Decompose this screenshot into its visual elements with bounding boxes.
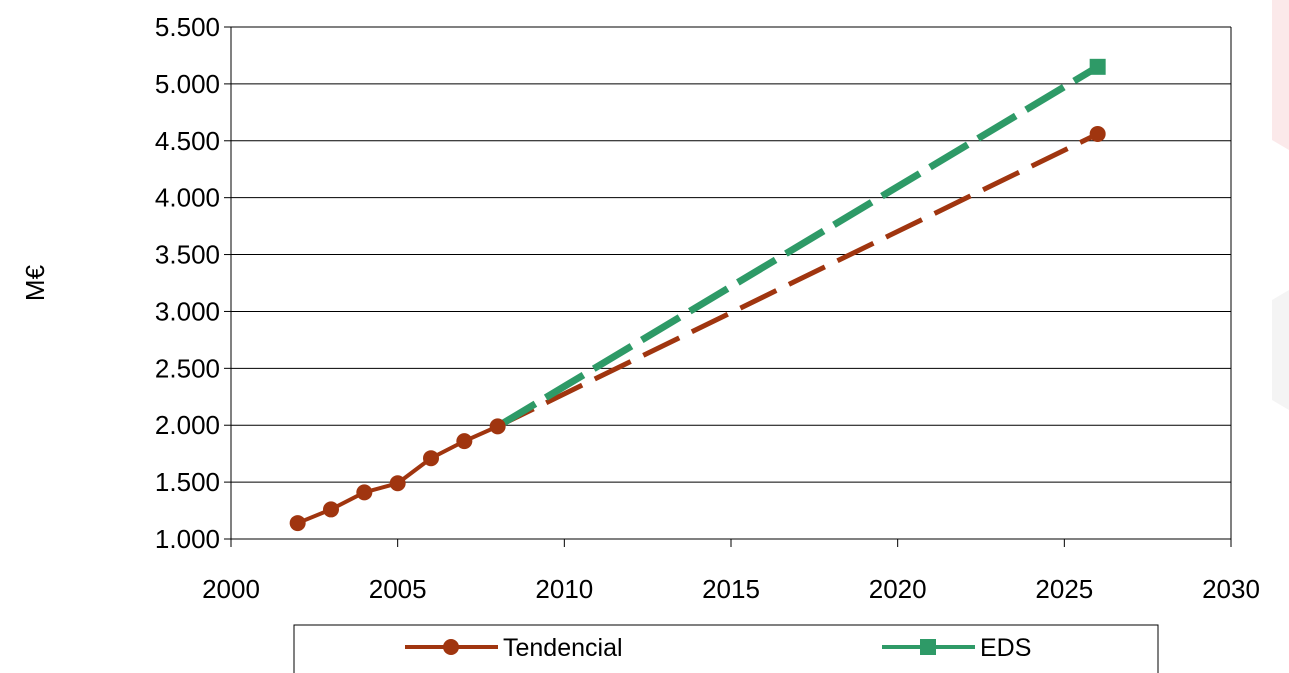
y-tick-label: 1.000 [155, 524, 220, 554]
series-layer [289, 58, 1106, 532]
y-axis-label: M€ [20, 264, 50, 301]
x-tick-label: 2005 [369, 574, 427, 604]
y-tick-label: 1.500 [155, 467, 220, 497]
series-tendencial-point [489, 418, 506, 435]
series-tendencial-point [356, 484, 373, 501]
decorative-background-shape [1272, 0, 1289, 150]
series-tendencial-point [323, 501, 339, 518]
x-tick-label: 2030 [1202, 574, 1260, 604]
legend-box [293, 624, 1159, 673]
y-tick-label: 2.000 [155, 410, 220, 440]
x-tick-label: 2010 [535, 574, 593, 604]
series-eds-endpoint [1089, 58, 1106, 75]
series-tendencial-projection-line [496, 131, 1099, 429]
series-eds-projection-line [495, 63, 1100, 430]
legend: Tendencial EDS [293, 624, 1159, 673]
series-tendencial-point [389, 475, 406, 492]
decorative-background-shape [1272, 290, 1289, 410]
y-tick-label: 4.000 [155, 183, 220, 213]
y-tick-label: 5.500 [155, 12, 220, 42]
y-tick-label: 2.500 [155, 353, 220, 383]
y-axis-ticks: 1.000 1.500 2.000 2.500 3.000 3.500 4.000 4.500… [155, 12, 231, 554]
series-tendencial-point [289, 515, 306, 532]
y-tick-label: 5.000 [155, 69, 220, 99]
x-tick-label: 2015 [702, 574, 760, 604]
x-axis-ticks: 2000 2005 2010 2015 2020 2025 2030 [202, 539, 1260, 604]
series-tendencial-endpoint [1089, 125, 1106, 142]
axes [230, 27, 1232, 540]
series-tendencial-point [423, 450, 439, 467]
x-tick-label: 2020 [869, 574, 927, 604]
series-tendencial-point [456, 433, 473, 450]
x-tick-label: 2000 [202, 574, 260, 604]
legend-eds-label: EDS [980, 634, 1031, 662]
legend-tendencial-marker [443, 639, 459, 655]
y-tick-label: 3.500 [155, 240, 220, 270]
gridlines [231, 26, 1231, 483]
legend-eds-marker [920, 639, 936, 655]
y-tick-label: 4.500 [155, 126, 220, 156]
legend-tendencial-label: Tendencial [503, 634, 623, 662]
x-tick-label: 2025 [1035, 574, 1093, 604]
y-tick-label: 3.000 [155, 296, 220, 326]
